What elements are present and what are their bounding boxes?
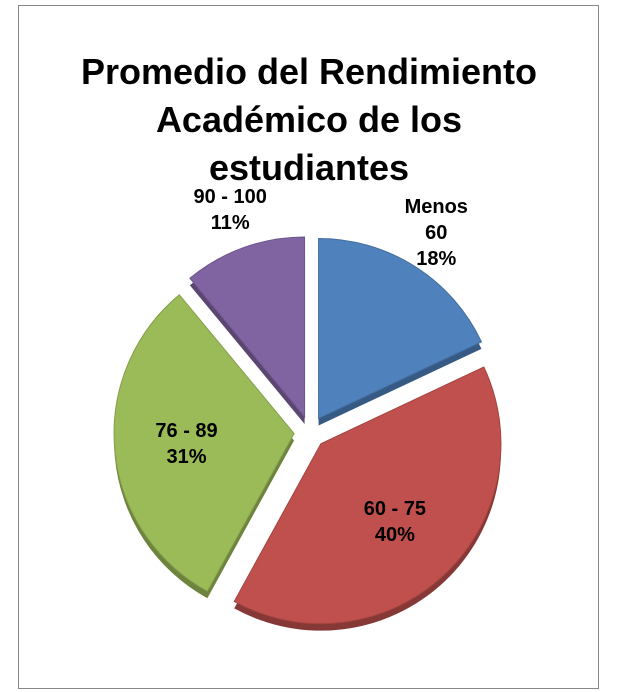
chart-title: Promedio del Rendimiento Académico de lo… <box>80 51 538 188</box>
slice-percent: 11% <box>210 212 250 235</box>
slice <box>113 294 295 592</box>
slice <box>318 237 483 420</box>
slice-category: 60 - 75 <box>363 498 426 521</box>
slice <box>189 236 306 419</box>
slice-percent: 40% <box>374 524 415 547</box>
slice-label: 60 - 75 40% <box>352 496 437 548</box>
slice-percent: 18% <box>416 248 457 271</box>
slice-category: 76 - 89 <box>155 419 218 442</box>
slice-category: 90 - 100 <box>193 186 267 209</box>
slice-category: Menos 60 <box>404 196 468 245</box>
slice-label: 76 - 89 31% <box>144 418 229 470</box>
slice-percent: 31% <box>166 445 207 468</box>
slice <box>233 366 502 625</box>
chart-frame <box>18 5 599 689</box>
slice-label: 90 - 100 11% <box>188 184 273 236</box>
slice-label: Menos 60 18% <box>394 194 479 272</box>
